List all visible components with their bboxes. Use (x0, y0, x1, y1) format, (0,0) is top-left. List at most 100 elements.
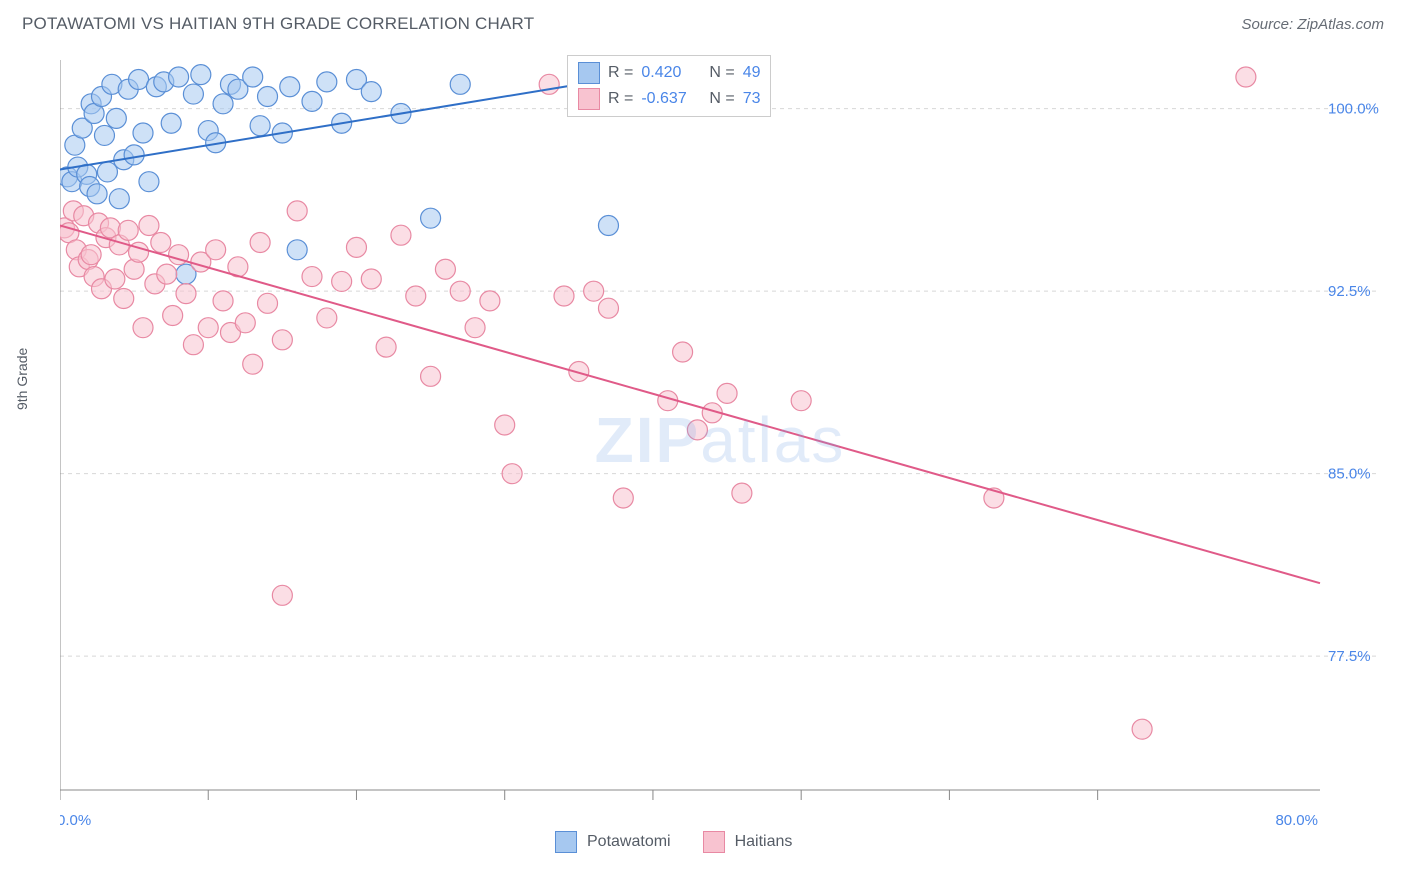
data-point (250, 116, 270, 136)
n-label: N = (709, 64, 734, 82)
scatter-plot: 100.0% 92.5% 85.0% 77.5% 0.0% 80.0% (60, 50, 1380, 830)
y-tick-label: 77.5% (1328, 648, 1371, 665)
data-point (598, 215, 618, 235)
data-point (361, 269, 381, 289)
data-point (317, 72, 337, 92)
data-point (243, 67, 263, 87)
data-point (235, 313, 255, 333)
data-point (302, 91, 322, 111)
data-point (133, 123, 153, 143)
chart-header: POTAWATOMI VS HAITIAN 9TH GRADE CORRELAT… (0, 0, 1406, 44)
data-point (139, 172, 159, 192)
data-point (598, 298, 618, 318)
data-point (157, 264, 177, 284)
data-point (87, 184, 107, 204)
chart-area: 100.0%92.5%85.0%77.5%0.0%80.0% ZIPatlas (60, 50, 1380, 830)
legend-swatch (555, 831, 577, 853)
data-point (139, 215, 159, 235)
data-point (280, 77, 300, 97)
x-tick-label: 0.0% (60, 812, 91, 829)
data-point (213, 291, 233, 311)
y-tick-label: 100.0% (1328, 101, 1379, 118)
data-point (161, 113, 181, 133)
data-point (613, 488, 633, 508)
chart-title: POTAWATOMI VS HAITIAN 9TH GRADE CORRELAT… (22, 14, 534, 34)
data-point (183, 84, 203, 104)
legend-row: R = -0.637 N = 73 (578, 86, 760, 112)
data-point (346, 237, 366, 257)
data-point (480, 291, 500, 311)
data-point (361, 82, 381, 102)
data-point (176, 284, 196, 304)
legend-swatch (578, 62, 600, 84)
data-point (129, 69, 149, 89)
data-point (250, 233, 270, 253)
data-point (97, 162, 117, 182)
r-label: R = (608, 90, 633, 108)
data-point (163, 306, 183, 326)
data-point (376, 337, 396, 357)
legend-swatch (703, 831, 725, 853)
data-point (94, 125, 114, 145)
data-point (450, 281, 470, 301)
data-point (732, 483, 752, 503)
data-point (191, 65, 211, 85)
data-point (183, 335, 203, 355)
n-value: 73 (743, 90, 761, 108)
data-point (495, 415, 515, 435)
series-legend: Potawatomi Haitians (555, 831, 814, 853)
legend-label: Potawatomi (587, 833, 671, 851)
data-point (106, 108, 126, 128)
data-point (151, 233, 171, 253)
data-point (317, 308, 337, 328)
data-point (673, 342, 693, 362)
data-point (554, 286, 574, 306)
data-point (406, 286, 426, 306)
data-point (502, 464, 522, 484)
legend-label: Haitians (735, 833, 793, 851)
data-point (243, 354, 263, 374)
data-point (258, 293, 278, 313)
n-value: 49 (743, 64, 761, 82)
data-point (391, 225, 411, 245)
data-point (109, 189, 129, 209)
data-point (450, 74, 470, 94)
y-tick-label: 85.0% (1328, 466, 1371, 483)
correlation-legend: R = 0.420 N = 49 R = -0.637 N = 73 (567, 55, 771, 117)
data-point (272, 330, 292, 350)
data-point (465, 318, 485, 338)
r-label: R = (608, 64, 633, 82)
data-point (287, 201, 307, 221)
data-point (206, 240, 226, 260)
chart-source: Source: ZipAtlas.com (1241, 16, 1384, 33)
r-value: -0.637 (641, 90, 701, 108)
data-point (272, 585, 292, 605)
n-label: N = (709, 90, 734, 108)
data-point (198, 318, 218, 338)
data-point (302, 267, 322, 287)
data-point (687, 420, 707, 440)
data-point (1132, 719, 1152, 739)
data-point (124, 145, 144, 165)
data-point (118, 220, 138, 240)
data-point (435, 259, 455, 279)
legend-row: R = 0.420 N = 49 (578, 60, 760, 86)
data-point (332, 271, 352, 291)
data-point (258, 87, 278, 107)
data-point (1236, 67, 1256, 87)
data-point (213, 94, 233, 114)
legend-swatch (578, 88, 600, 110)
data-point (421, 208, 441, 228)
data-point (584, 281, 604, 301)
r-value: 0.420 (641, 64, 701, 82)
data-point (287, 240, 307, 260)
data-point (133, 318, 153, 338)
data-point (81, 245, 101, 265)
x-tick-label: 80.0% (1275, 812, 1318, 829)
trend-line (60, 225, 1320, 583)
y-tick-label: 92.5% (1328, 283, 1371, 300)
data-point (114, 288, 134, 308)
data-point (105, 269, 125, 289)
data-point (169, 67, 189, 87)
data-point (791, 391, 811, 411)
